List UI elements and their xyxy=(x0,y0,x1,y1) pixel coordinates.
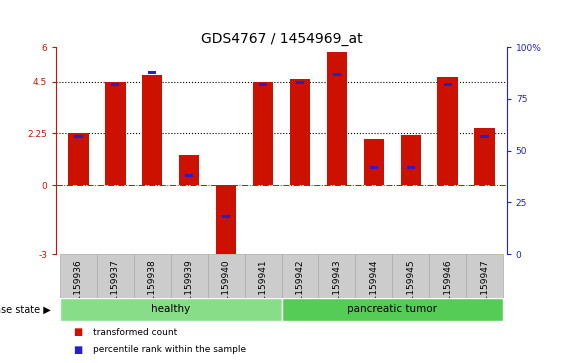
Bar xyxy=(244,254,282,319)
Bar xyxy=(222,215,230,219)
Bar xyxy=(290,79,310,185)
Bar xyxy=(370,166,378,169)
Bar xyxy=(148,70,157,74)
Bar xyxy=(179,155,199,185)
Text: GSM1159936: GSM1159936 xyxy=(74,259,83,320)
Text: GSM1159941: GSM1159941 xyxy=(258,259,267,320)
Bar xyxy=(355,254,392,319)
Bar xyxy=(327,52,347,185)
Text: GSM1159944: GSM1159944 xyxy=(369,259,378,320)
Bar xyxy=(437,77,458,185)
Bar xyxy=(319,254,355,319)
Bar xyxy=(400,135,421,185)
Bar xyxy=(259,83,267,86)
Bar xyxy=(282,254,319,319)
Text: pancreatic tumor: pancreatic tumor xyxy=(347,305,437,314)
Bar xyxy=(74,135,83,138)
Bar xyxy=(185,174,193,177)
Text: transformed count: transformed count xyxy=(93,328,177,337)
Bar xyxy=(296,81,304,84)
Text: GSM1159940: GSM1159940 xyxy=(222,259,231,320)
Bar xyxy=(60,254,97,319)
Text: GSM1159937: GSM1159937 xyxy=(111,259,120,320)
Bar xyxy=(216,185,236,254)
Bar xyxy=(208,254,244,319)
Bar xyxy=(105,82,126,185)
Text: GSM1159938: GSM1159938 xyxy=(148,259,157,320)
Text: healthy: healthy xyxy=(151,305,190,314)
Text: GSM1159943: GSM1159943 xyxy=(332,259,341,320)
Text: GSM1159939: GSM1159939 xyxy=(185,259,194,320)
Bar xyxy=(333,73,341,76)
Bar xyxy=(480,135,489,138)
Bar xyxy=(364,139,384,185)
Bar xyxy=(282,298,503,321)
Bar xyxy=(60,298,282,321)
Bar xyxy=(475,128,495,185)
Bar xyxy=(97,254,134,319)
Text: percentile rank within the sample: percentile rank within the sample xyxy=(93,345,246,354)
Title: GDS4767 / 1454969_at: GDS4767 / 1454969_at xyxy=(200,32,363,46)
Bar xyxy=(134,254,171,319)
Text: ■: ■ xyxy=(73,327,82,337)
Bar xyxy=(142,75,163,185)
Text: ■: ■ xyxy=(73,344,82,355)
Text: disease state ▶: disease state ▶ xyxy=(0,305,51,314)
Text: GSM1159945: GSM1159945 xyxy=(406,259,415,320)
Bar xyxy=(444,83,452,86)
Bar xyxy=(171,254,208,319)
Text: GSM1159946: GSM1159946 xyxy=(443,259,452,320)
Bar xyxy=(68,134,88,185)
Text: GSM1159942: GSM1159942 xyxy=(296,259,305,320)
Bar xyxy=(253,82,273,185)
Text: GSM1159947: GSM1159947 xyxy=(480,259,489,320)
Bar xyxy=(406,166,415,169)
Bar xyxy=(466,254,503,319)
Bar xyxy=(392,254,429,319)
Bar xyxy=(429,254,466,319)
Bar xyxy=(111,83,119,86)
